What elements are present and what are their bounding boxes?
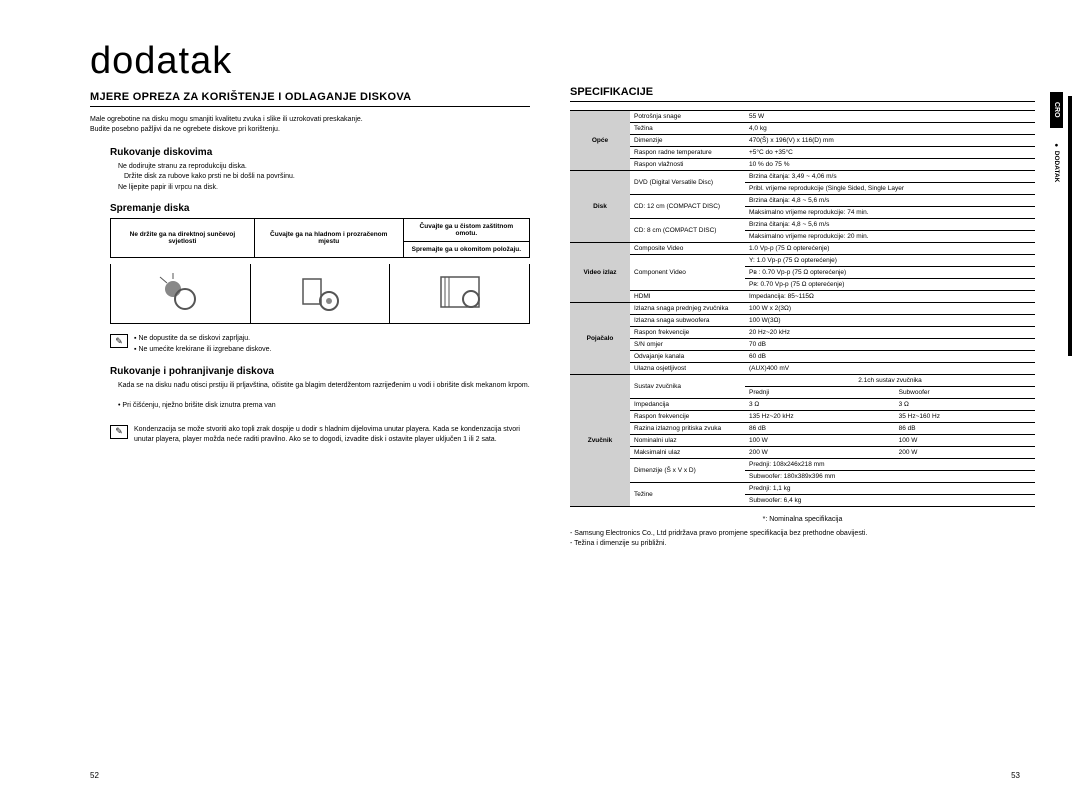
handling-list: Ne dodirujte stranu za reprodukciju disk…	[118, 162, 530, 194]
section-tab: ● DODATAK	[1050, 134, 1063, 190]
left-page: dodatak MJERE OPREZA ZA KORIŠTENJE I ODL…	[90, 40, 530, 790]
rule	[570, 101, 1035, 102]
side-marker	[1068, 96, 1072, 356]
note-block: ✎ Kondenzacija se može stvoriti ako topl…	[110, 425, 530, 445]
note-icon: ✎	[110, 425, 128, 439]
intro-text: Male ogrebotine na disku mogu smanjiti k…	[90, 115, 530, 135]
precautions-heading: MJERE OPREZA ZA KORIŠTENJE I ODLAGANJE D…	[90, 91, 530, 103]
spec-category: Video izlaz	[570, 243, 630, 303]
case-icon	[389, 264, 530, 324]
right-page: SPECIFIKACIJE OpćePotrošnja snage55 W Te…	[570, 40, 1035, 790]
spec-category: Zvučnik	[570, 375, 630, 507]
handling-heading: Rukovanje diskovima	[110, 147, 530, 158]
specifications-heading: SPECIFIKACIJE	[570, 86, 1035, 98]
cleaning-text: Kada se na disku nađu otisci prstiju ili…	[118, 381, 530, 392]
footnotes: *: Nominalna specifikacija - Samsung Ele…	[570, 515, 1035, 550]
appendix-title: dodatak	[90, 40, 530, 83]
storage-cell: Čuvajte ga u čistom zaštitnom omotu.	[403, 219, 529, 242]
spec-category: Disk	[570, 171, 630, 243]
spec-category: Pojačalo	[570, 303, 630, 375]
sun-icon	[110, 264, 250, 324]
note-block: ✎ ▪ Ne dopustite da se diskovi zaprljaju…	[110, 334, 530, 356]
storage-table: Ne držite ga na direktnoj sunčevoj svjet…	[110, 218, 530, 258]
cool-icon	[250, 264, 390, 324]
storage-illustrations	[110, 264, 530, 324]
spec-category: Opće	[570, 111, 630, 171]
page-number-right: 53	[1011, 771, 1020, 780]
rule	[90, 106, 530, 107]
spec-table: OpćePotrošnja snage55 W Težina4,0 kg Dim…	[570, 110, 1035, 507]
page-number-left: 52	[90, 771, 99, 780]
storage-cell: Spremajte ga u okomitom položaju.	[403, 242, 529, 258]
cleaning-bullet: • Pri čišćenju, nježno brišite disk iznu…	[118, 401, 530, 411]
storage-heading: Spremanje diska	[110, 203, 530, 214]
note-icon: ✎	[110, 334, 128, 348]
storage-cell: Ne držite ga na direktnoj sunčevoj svjet…	[111, 219, 255, 258]
side-tab: CRO ● DODATAK	[1050, 92, 1068, 190]
cleaning-heading: Rukovanje i pohranjivanje diskova	[110, 366, 530, 377]
language-tab: CRO	[1050, 92, 1063, 128]
storage-cell: Čuvajte ga na hladnom i prozračenom mjes…	[254, 219, 403, 258]
